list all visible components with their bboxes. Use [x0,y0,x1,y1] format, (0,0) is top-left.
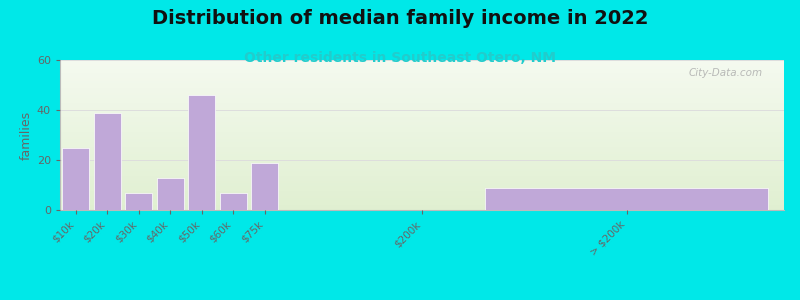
Bar [251,163,278,210]
Text: Other residents in Southeast Otero, NM: Other residents in Southeast Otero, NM [244,51,556,65]
Bar [485,188,768,210]
Bar [188,95,215,210]
Text: Distribution of median family income in 2022: Distribution of median family income in … [152,9,648,28]
Bar [220,193,246,210]
Y-axis label: families: families [20,110,33,160]
Bar [126,193,152,210]
Bar [157,178,183,210]
Bar [94,112,121,210]
Text: City-Data.com: City-Data.com [688,68,762,77]
Bar [62,148,89,210]
